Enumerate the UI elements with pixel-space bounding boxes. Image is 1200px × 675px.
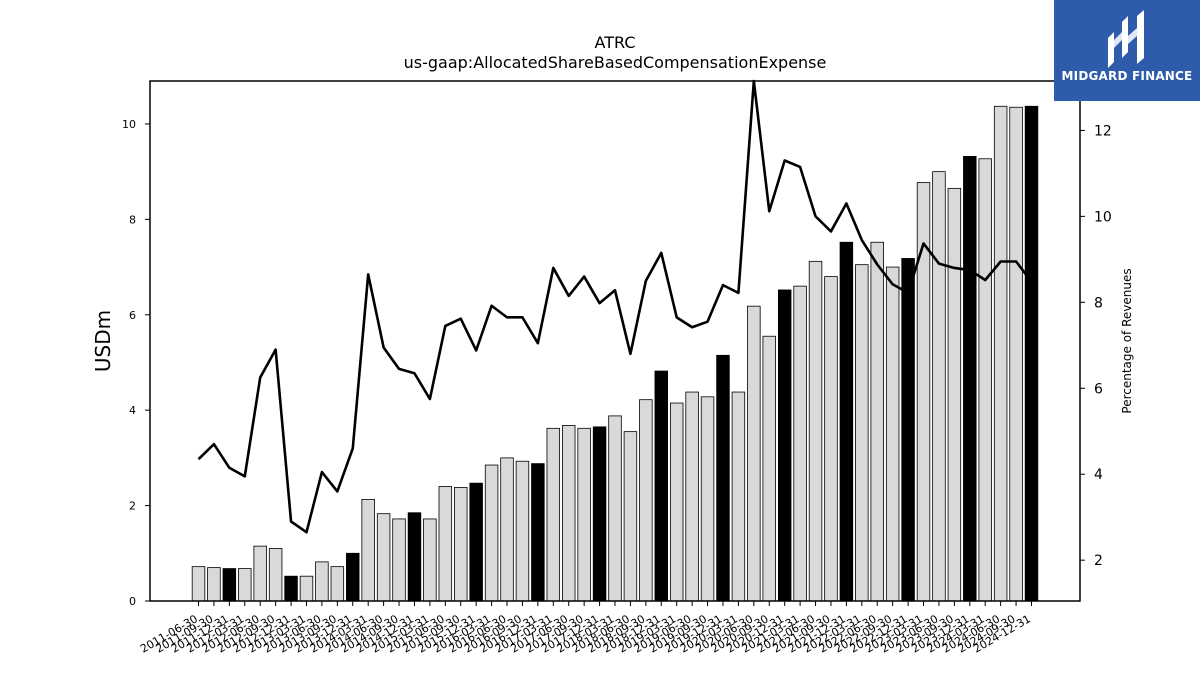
bar-2017-03-31 xyxy=(546,427,561,602)
y-right-tick-label: 8 xyxy=(1094,295,1103,311)
bar-2019-12-31 xyxy=(716,354,730,602)
bar-2024-03-31 xyxy=(978,158,992,602)
bar-2019-06-30 xyxy=(685,391,699,602)
bar-2017-06-30 xyxy=(562,425,576,602)
bar-2024-09-30 xyxy=(1009,106,1023,602)
bar-2015-12-31 xyxy=(469,482,483,602)
bar-2016-09-30 xyxy=(515,460,530,602)
bar-2015-06-30 xyxy=(438,486,453,602)
bar-2022-06-30 xyxy=(870,241,884,602)
bar-2016-06-30 xyxy=(500,457,514,602)
bar-2022-12-31 xyxy=(901,258,915,602)
y-left-tick-label: 10 xyxy=(122,118,136,131)
bar-2022-03-31 xyxy=(855,264,869,602)
bar-2020-09-30 xyxy=(762,335,776,602)
y-left-tick-label: 8 xyxy=(129,213,136,226)
bar-2018-12-31 xyxy=(654,370,669,602)
bar-2011-12-31 xyxy=(222,568,237,602)
bar-2023-06-30 xyxy=(932,171,946,602)
bar-2014-12-31 xyxy=(407,512,422,602)
bar-2020-06-30 xyxy=(747,305,761,602)
bar-2019-09-30 xyxy=(700,396,715,602)
bar-2024-12-31 xyxy=(1024,105,1039,602)
bar-2023-12-31 xyxy=(963,155,977,602)
bar-2023-09-30 xyxy=(947,187,962,602)
y-axis-label-left: USDm xyxy=(91,310,115,372)
bar-2018-09-30 xyxy=(639,399,653,602)
bar-2013-03-31 xyxy=(299,575,314,602)
bar-2020-12-31 xyxy=(777,289,792,602)
brand-name: MIDGARD FINANCE xyxy=(1061,69,1193,83)
bar-2013-09-30 xyxy=(330,566,345,602)
bar-2021-09-30 xyxy=(824,276,838,602)
bar-2016-12-31 xyxy=(531,463,545,602)
y-left-tick-label: 2 xyxy=(129,500,136,513)
series-line-percentage xyxy=(197,79,1033,534)
bar-2018-06-30 xyxy=(623,431,638,602)
midgard-logo-icon xyxy=(1108,10,1144,68)
bar-2014-09-30 xyxy=(392,518,406,602)
bar-2013-06-30 xyxy=(315,561,329,602)
bar-2022-09-30 xyxy=(885,266,900,602)
bar-2013-12-31 xyxy=(346,552,360,602)
bar-2024-06-30 xyxy=(993,105,1008,602)
bar-2021-06-30 xyxy=(808,260,823,602)
bar-2016-03-31 xyxy=(484,464,499,602)
bar-2018-03-31 xyxy=(608,415,622,602)
y-left-tick-label: 4 xyxy=(129,404,136,417)
bar-2012-03-31 xyxy=(238,568,252,602)
y-axis-right: 2 4 6 8 10 12 xyxy=(1080,123,1112,569)
x-axis: 2011-06-302011-09-302011-12-312012-03-31… xyxy=(138,601,1033,656)
y-right-tick-label: 12 xyxy=(1094,123,1112,139)
bar-2011-09-30 xyxy=(207,567,221,602)
bar-2014-03-31 xyxy=(361,498,375,602)
bar-group xyxy=(191,105,1039,602)
bar-2019-03-31 xyxy=(669,402,684,602)
bar-2017-09-30 xyxy=(577,427,591,602)
bar-2012-09-30 xyxy=(268,548,283,602)
bar-2012-06-30 xyxy=(253,545,267,602)
chart-title: ATRC xyxy=(595,33,636,52)
bar-2012-12-31 xyxy=(284,575,298,602)
bar-2015-03-31 xyxy=(423,518,437,602)
chart-subtitle: us-gaap:AllocatedShareBasedCompensationE… xyxy=(404,53,827,72)
bar-2011-06-30 xyxy=(191,566,206,602)
bar-2020-03-31 xyxy=(731,391,746,602)
y-axis-left: 0 2 4 6 8 10 xyxy=(122,118,150,608)
brand-logo: MIDGARD FINANCE xyxy=(1054,0,1200,101)
y-left-tick-label: 6 xyxy=(129,309,136,322)
bar-2015-09-30 xyxy=(454,487,468,602)
bar-2017-12-31 xyxy=(592,426,607,602)
bar-2021-12-31 xyxy=(839,241,854,602)
y-right-tick-label: 4 xyxy=(1094,467,1103,483)
y-left-tick-label: 0 xyxy=(129,595,136,608)
y-axis-label-right: Percentage of Revenues xyxy=(1120,268,1134,413)
y-right-tick-label: 6 xyxy=(1094,381,1103,397)
bar-2021-03-31 xyxy=(793,285,807,602)
bar-2014-06-30 xyxy=(376,513,391,602)
y-right-tick-label: 10 xyxy=(1094,209,1112,225)
y-right-tick-label: 2 xyxy=(1094,553,1103,569)
